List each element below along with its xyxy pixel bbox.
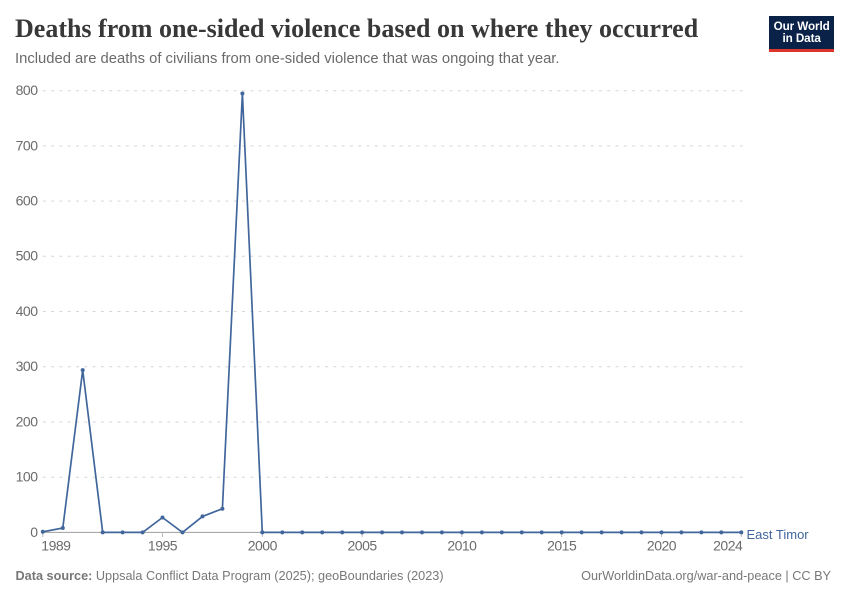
svg-text:200: 200 (16, 413, 39, 429)
svg-text:2024: 2024 (713, 538, 743, 554)
svg-text:East Timor: East Timor (747, 527, 810, 542)
svg-text:1995: 1995 (148, 538, 178, 554)
svg-text:700: 700 (16, 137, 39, 153)
svg-text:100: 100 (16, 469, 39, 485)
svg-text:500: 500 (16, 248, 39, 264)
svg-text:400: 400 (16, 303, 39, 319)
svg-text:800: 800 (16, 82, 39, 98)
svg-text:0: 0 (30, 524, 38, 540)
svg-text:600: 600 (16, 193, 39, 209)
svg-text:2010: 2010 (447, 538, 477, 554)
svg-text:300: 300 (16, 358, 39, 374)
svg-text:1989: 1989 (41, 538, 71, 554)
svg-text:2015: 2015 (547, 538, 577, 554)
svg-text:2000: 2000 (248, 538, 278, 554)
svg-text:2005: 2005 (348, 538, 378, 554)
svg-text:2020: 2020 (647, 538, 677, 554)
